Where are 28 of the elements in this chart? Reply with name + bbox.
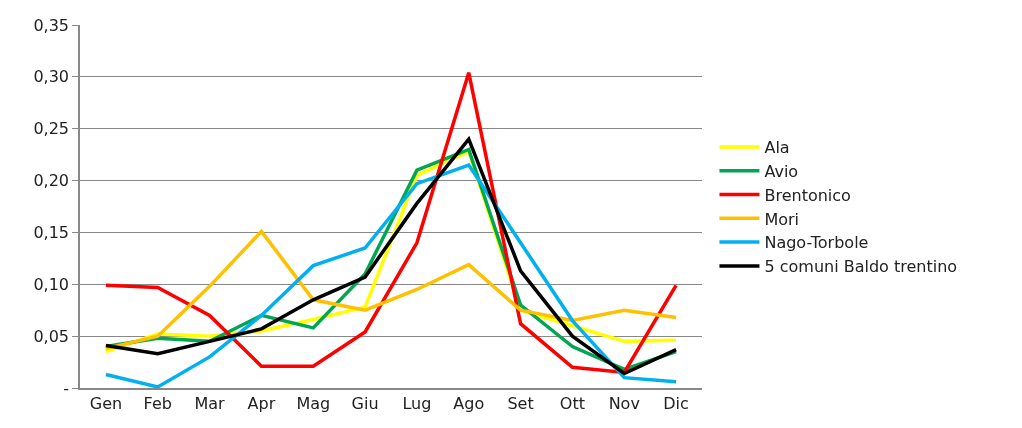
y-tick-label: 0,35 [33,15,70,35]
line-series [104,229,678,351]
x-tick-label: Dic [663,393,689,413]
x-tick-label: Ago [453,393,485,413]
legend-label: 5 comuni Baldo trentino [764,257,958,277]
y-tick-label: 0,30 [33,67,70,87]
legend-label: Ala [764,138,790,158]
y-tick-label: 0,20 [33,171,70,191]
x-tick-label: Gen [89,393,123,413]
x-tick-label: Lug [402,393,432,413]
legend-label: Avio [764,161,799,181]
line-series [104,70,678,375]
x-tick-label: Ott [559,393,585,413]
x-tick-label: Giu [351,393,379,413]
legend-label: Mori [764,209,800,229]
legend-label: Brentonico [764,185,851,205]
y-tick-label: 0,25 [33,119,70,139]
y-tick-label: 0,05 [33,326,70,346]
y-tick-label: 0,10 [33,274,70,294]
x-tick-label: Apr [247,393,276,413]
x-tick-label: Mar [194,393,226,413]
y-tick-label: - [63,378,70,398]
y-tick-label: 0,15 [33,223,70,243]
legend-label: Nago-Torbole [764,233,869,253]
x-tick-label: Feb [143,393,172,413]
x-tick-label: Set [507,393,534,413]
x-tick-label: Nov [608,393,640,413]
x-tick-label: Mag [296,393,331,413]
